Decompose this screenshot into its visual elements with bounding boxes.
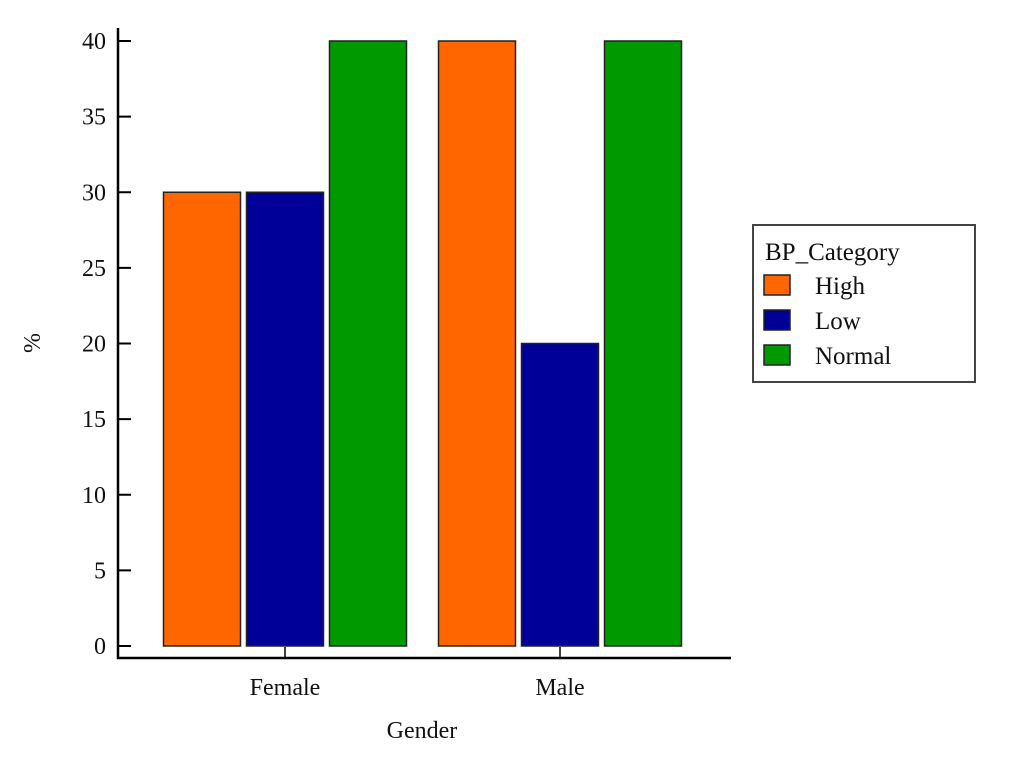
y-tick-label: 10 [82,483,106,509]
legend-swatch-high [763,274,791,296]
bar-normal-male [603,40,683,647]
legend-label: Normal [815,343,891,370]
legend-title: BP_Category [765,239,900,266]
y-tick-label: 20 [82,332,106,358]
y-tick-label: 25 [82,256,106,282]
x-axis-title: Gender [387,718,458,744]
y-axis: 0 5 10 15 20 25 30 35 40 [82,28,131,660]
bar-high-female [162,191,242,647]
y-tick-label: 30 [82,180,106,206]
x-tick-label: Female [250,675,321,701]
bar-low-male [520,342,600,647]
bar-low-female [245,191,325,647]
legend-swatch-normal [763,344,791,366]
legend-label: High [815,273,866,300]
legend-swatch-low [763,309,791,331]
y-tick-label: 5 [94,558,106,584]
y-tick-label: 0 [94,634,106,660]
legend: BP_Category High Low Normal [752,224,976,383]
x-tick-label: Male [535,675,584,701]
legend-label: Low [815,308,861,335]
y-tick-label: 15 [82,407,106,433]
bar-high-male [437,40,517,647]
x-axis: Female Male [117,647,731,701]
y-tick-label: 40 [82,29,106,55]
y-tick-label: 35 [82,105,106,131]
bar-normal-female [328,40,408,647]
y-axis-title: % [20,333,46,353]
